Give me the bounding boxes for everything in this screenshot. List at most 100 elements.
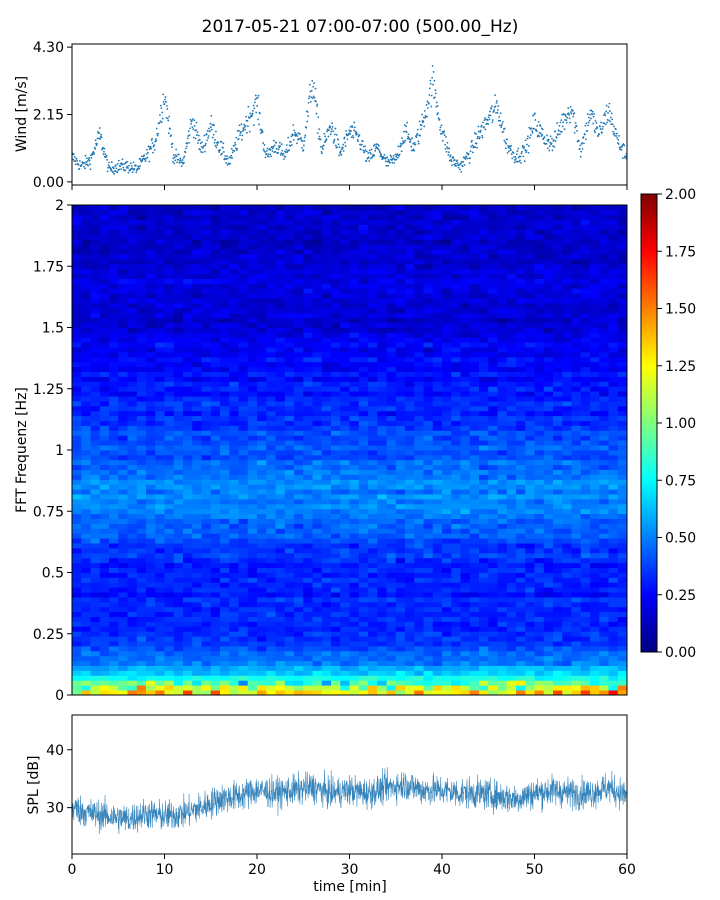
spectrogram-cell	[201, 508, 212, 515]
spectrogram-cell	[432, 415, 443, 421]
spectrogram-cell	[136, 425, 147, 431]
spectrogram-cell	[303, 425, 313, 431]
wind-point	[615, 132, 618, 135]
spectrogram-cell	[386, 450, 397, 456]
spectrogram-cell	[201, 621, 212, 627]
spectrogram-cell	[562, 650, 572, 657]
spectrogram-cell	[164, 543, 175, 549]
wind-point	[447, 151, 450, 154]
spectrogram-cell	[553, 396, 563, 402]
spectrogram-cell	[553, 548, 563, 554]
wind-point	[316, 132, 319, 135]
spectrogram-cell	[377, 469, 387, 475]
spectrogram-cell	[220, 430, 230, 436]
spectrogram-cell	[183, 611, 193, 617]
spectrogram-cell	[109, 582, 119, 588]
spectrogram-cell	[534, 538, 545, 544]
spectrogram-cell	[284, 616, 295, 622]
wind-point	[513, 156, 515, 158]
wind-point	[164, 98, 166, 101]
wind-point	[73, 156, 76, 158]
spectrogram-cell	[460, 665, 471, 671]
spectrogram-cell	[275, 646, 286, 652]
wind-point	[365, 150, 368, 153]
wind-point	[284, 155, 287, 158]
spectrogram-cell	[303, 626, 313, 632]
wind-point	[103, 150, 105, 153]
wind-point	[105, 155, 108, 157]
wind-point	[84, 167, 86, 170]
spectrogram-cell	[451, 626, 461, 632]
spectrogram-cell	[358, 621, 369, 627]
spectrogram-cell	[516, 680, 526, 686]
spectrogram-cell	[608, 597, 619, 603]
spectrogram-cell	[118, 670, 128, 676]
spectrogram-cell	[599, 611, 609, 617]
spectrogram-cell	[99, 685, 110, 691]
spectrogram-cell	[562, 450, 572, 456]
wind-point	[314, 87, 317, 90]
wind-point	[373, 143, 376, 146]
wind-point	[417, 140, 420, 143]
wind-point	[168, 115, 171, 118]
spectrogram-cell	[469, 401, 480, 407]
spectrogram-cell	[99, 445, 110, 451]
wind-point	[586, 113, 589, 115]
spectrogram-cell	[506, 601, 517, 608]
spectrogram-cell	[90, 494, 101, 500]
wind-point	[285, 144, 288, 146]
spectrogram-cell	[127, 401, 138, 407]
spectrogram-cell	[81, 538, 91, 544]
wind-point	[461, 165, 464, 168]
wind-point	[332, 141, 335, 144]
spectrogram-cell	[210, 680, 221, 686]
spectrogram-cell	[460, 646, 471, 652]
spectrogram-cell	[164, 562, 175, 568]
spectrogram-cell	[395, 533, 406, 539]
spectrogram-cell	[488, 606, 498, 613]
spectrogram-cell	[571, 405, 582, 412]
spectrogram-cell	[414, 479, 424, 485]
spectrogram-cell	[109, 518, 119, 524]
spectrogram-cell	[488, 631, 498, 637]
wind-point	[293, 129, 296, 132]
spectrogram-cell	[284, 479, 295, 485]
spectrogram-cell	[580, 474, 591, 480]
spectrogram-cell	[571, 690, 582, 695]
spectrogram-cell	[109, 592, 119, 598]
spectrogram-cell	[553, 415, 563, 421]
spectrogram-cell	[183, 391, 193, 397]
wind-point	[575, 125, 578, 128]
spectrogram-cell	[405, 631, 415, 637]
wind-point	[501, 123, 503, 125]
spectrogram-cell	[608, 425, 619, 431]
spectrogram-cell	[516, 430, 526, 436]
spectrogram-cell	[127, 538, 138, 544]
wind-point	[539, 125, 542, 128]
spectrogram-cell	[146, 538, 156, 544]
wind-point	[610, 123, 613, 126]
spectrogram-cell	[303, 459, 313, 466]
wind-point	[172, 160, 174, 163]
wind-point	[422, 120, 425, 123]
spectrogram-cell	[257, 636, 267, 642]
wind-point	[225, 162, 228, 164]
wind-point	[520, 161, 522, 164]
spectrogram-cell	[442, 499, 452, 505]
spectrogram-cell	[109, 454, 119, 461]
spectrogram-cell	[479, 631, 489, 637]
wind-point	[568, 114, 571, 116]
spectrogram-cell	[553, 420, 563, 426]
spectrogram-cell	[451, 660, 461, 666]
wind-point	[76, 159, 78, 162]
spectrogram-cell	[451, 601, 461, 608]
spectrogram-cell	[358, 450, 369, 456]
spectrogram-cell	[173, 523, 184, 529]
spectrogram-cell	[377, 386, 387, 392]
spectrogram-cell	[266, 538, 276, 544]
spectrogram-cell	[90, 675, 101, 681]
spectrogram-cell	[423, 582, 434, 588]
spectrogram-cell	[257, 508, 267, 515]
wind-point	[74, 163, 77, 166]
spectrogram-cell	[238, 636, 249, 642]
